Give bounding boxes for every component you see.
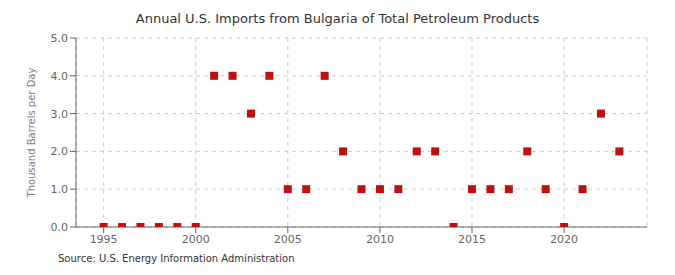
svg-text:0.0: 0.0 [51,221,69,234]
svg-text:2000: 2000 [182,233,210,246]
svg-text:2010: 2010 [366,233,394,246]
html-text:Annual U.S. Imports from Bulga: Annual U.S. Imports from Bulgaria of Tot… [135,11,540,26]
svg-text:3.0: 3.0 [51,108,69,121]
svg-text:2020: 2020 [550,233,578,246]
svg-text:2005: 2005 [274,233,302,246]
svg-text:2015: 2015 [458,233,486,246]
svg-text:1.0: 1.0 [51,183,69,196]
html-text:Source: U.S. Energy Informatio: Source: U.S. Energy Information Administ… [58,253,295,264]
svg-text:5.0: 5.0 [51,32,69,45]
svg-text:Thousand Barrels per Day: Thousand Barrels per Day [26,68,37,199]
svg-text:1995: 1995 [90,233,118,246]
svg-text:2.0: 2.0 [51,145,69,158]
svg-text:4.0: 4.0 [51,70,69,83]
